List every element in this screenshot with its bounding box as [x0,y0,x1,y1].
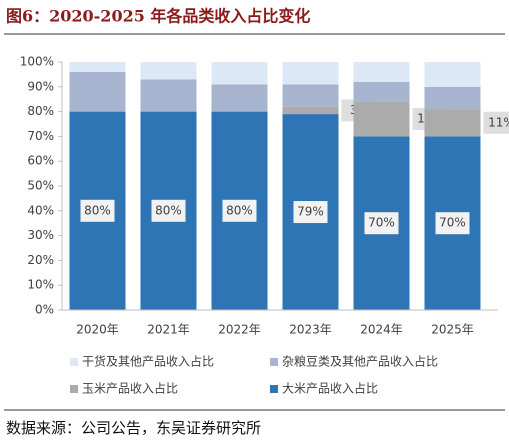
y-tick-label: 80% [27,104,54,118]
y-tick-label: 50% [27,179,54,193]
legend-label: 杂粮豆类及其他产品收入占比 [282,354,438,369]
y-tick-label: 0% [35,303,54,317]
bar-segment [69,71,126,112]
source: 数据来源：公司公告，东吴证券研究所 [6,419,261,437]
data-label: 80% [84,203,111,217]
data-label: 79% [297,205,324,219]
x-tick-label: 2025年 [431,323,474,337]
data-label: 80% [155,203,182,217]
label-bg [293,201,328,224]
bar-segment [424,86,481,110]
label-bg [151,199,186,222]
x-tick-label: 2022年 [218,323,261,337]
label-bg [483,111,509,134]
y-tick-label: 30% [27,228,54,242]
bar-segment [353,101,410,137]
legend-swatch [270,385,278,393]
y-tick-label: 100% [20,55,54,69]
bar-segment [353,62,410,82]
data-label: 11% [488,115,509,129]
legend-swatch [70,385,78,393]
label-bg [222,199,257,222]
y-tick-label: 20% [27,253,54,267]
bar-segment [211,62,268,85]
bar-segment [424,62,481,87]
label-bg [80,199,115,222]
y-tick-label: 40% [27,203,54,217]
label-bg [435,212,470,235]
legend-swatch [70,358,78,366]
data-label: 80% [226,203,253,217]
bar-segment [353,81,410,102]
data-label: 70% [439,216,466,230]
bar-segment [424,109,481,137]
x-tick-label: 2023年 [289,323,332,337]
bar-segment [211,84,268,112]
bar-segment [140,79,197,112]
y-tick-label: 60% [27,154,54,168]
data-label: 70% [368,216,395,230]
x-tick-label: 2020年 [76,323,119,337]
legend-label: 干货及其他产品收入占比 [82,354,214,369]
chart-title: 图6：2020-2025 年各品类收入占比变化 [6,7,310,26]
y-tick-label: 10% [27,278,54,292]
legend-label: 玉米产品收入占比 [82,381,178,396]
legend-label: 大米产品收入占比 [282,381,378,396]
x-tick-label: 2021年 [147,323,190,337]
bar-segment [69,62,126,72]
y-tick-label: 70% [27,129,54,143]
legend-swatch [270,358,278,366]
y-tick-label: 90% [27,79,54,93]
x-tick-label: 2024年 [360,323,403,337]
bar-segment [282,84,339,107]
bar-segment [140,62,197,80]
bar-segment [282,62,339,85]
label-bg [364,212,399,235]
bar-segment [282,106,339,115]
